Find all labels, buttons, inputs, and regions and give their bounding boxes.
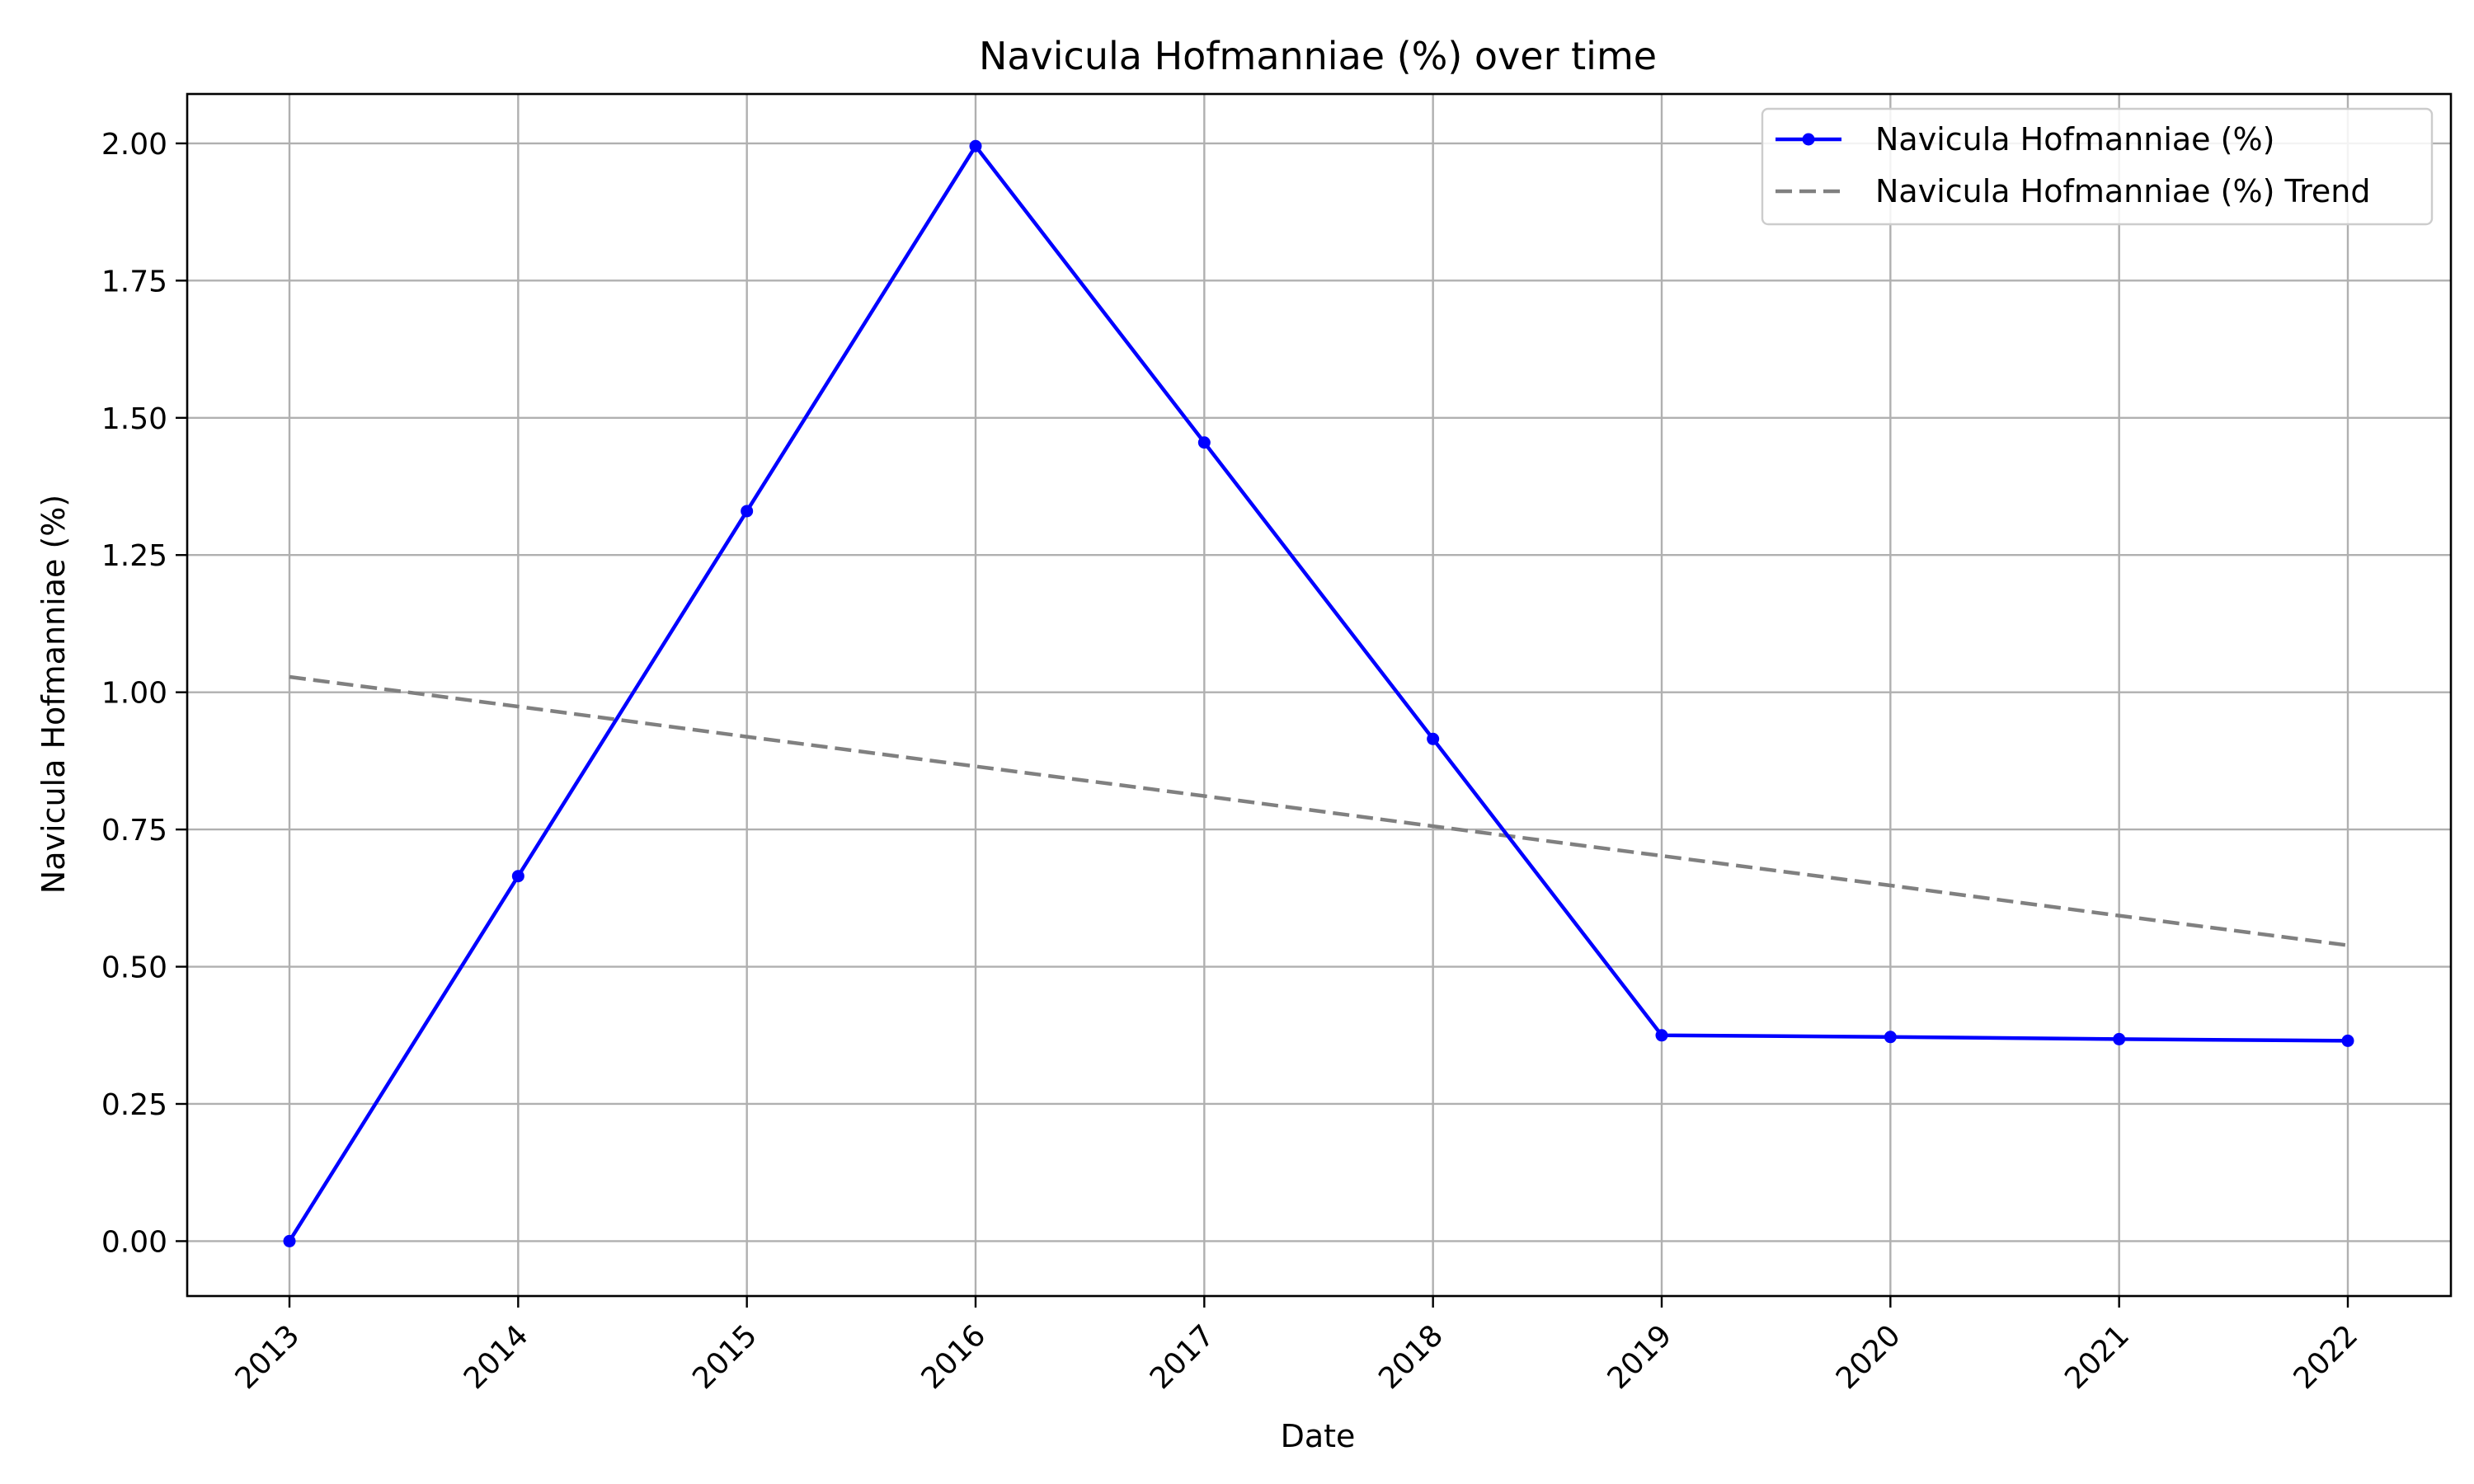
y-axis-label: Navicula Hofmanniae (%) <box>35 495 72 894</box>
y-tick-label: 1.00 <box>101 677 167 711</box>
legend: Navicula Hofmanniae (%) Navicula Hofmanni… <box>1761 107 2434 226</box>
y-axis-ticks: 0.00 0.25 0.50 0.75 1.00 1.25 1.50 1.75 2.00 <box>101 128 187 1259</box>
data-point <box>2341 1034 2354 1047</box>
y-tick-label: 0.00 <box>101 1225 167 1259</box>
legend-swatch-marker <box>1802 133 1815 146</box>
x-axis-label: Date <box>1281 1418 1356 1454</box>
main-series-line <box>288 143 2349 1242</box>
data-point <box>1427 732 1440 745</box>
y-tick-label: 1.50 <box>101 402 167 436</box>
data-point <box>1655 1029 1668 1042</box>
y-tick-label: 2.00 <box>101 128 167 162</box>
grid-lines <box>187 94 2451 1296</box>
data-point <box>283 1234 296 1247</box>
legend-label: Navicula Hofmanniae (%) Trend <box>1875 173 2370 209</box>
data-point <box>511 870 524 883</box>
data-point <box>2113 1032 2126 1045</box>
trend-series-line <box>289 674 2349 947</box>
data-point <box>1884 1031 1897 1044</box>
chart-title: Navicula Hofmanniae (%) over time <box>979 34 1657 78</box>
y-tick-label: 0.50 <box>101 951 167 985</box>
y-tick-label: 0.25 <box>101 1088 167 1122</box>
y-tick-label: 1.75 <box>101 265 167 298</box>
legend-box <box>1761 107 2434 226</box>
legend-label: Navicula Hofmanniae (%) <box>1875 121 2274 157</box>
data-point <box>1197 436 1211 449</box>
series-layer <box>283 139 2354 1247</box>
y-tick-label: 1.25 <box>101 539 167 573</box>
y-tick-label: 0.75 <box>101 814 167 848</box>
plot-frame <box>186 92 2453 1298</box>
data-point <box>741 505 754 518</box>
data-point <box>969 139 982 153</box>
